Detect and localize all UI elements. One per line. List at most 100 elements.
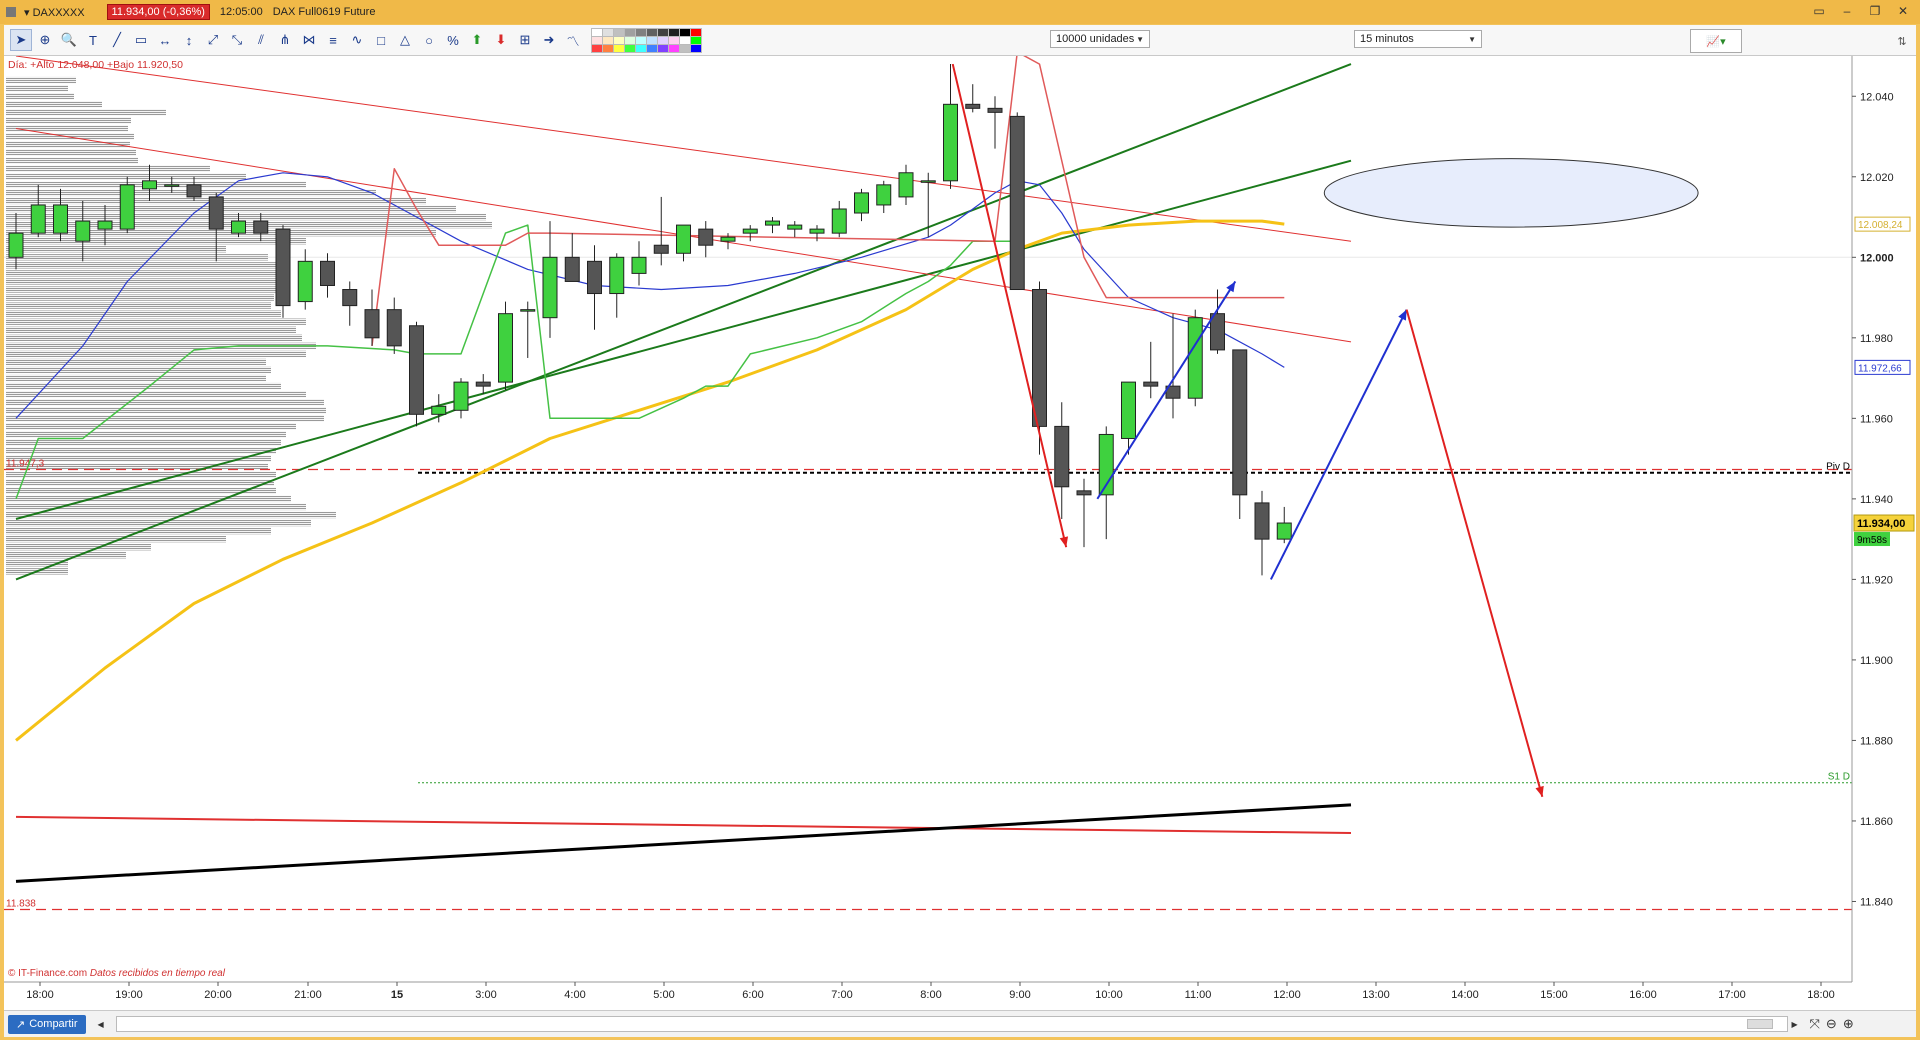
price-chart[interactable]: 11.947,3 11.838 Piv D S1 D 12.040 12.020 12.00… xyxy=(4,56,1916,1010)
palette-swatch[interactable] xyxy=(602,43,614,53)
volume-profile-bar xyxy=(6,552,126,559)
palette-swatch[interactable] xyxy=(646,35,658,45)
arrow-head xyxy=(1059,536,1069,548)
restore-icon[interactable]: ❐ xyxy=(1869,4,1881,18)
palette-swatch[interactable] xyxy=(624,27,636,37)
fan-icon[interactable]: ⋔ xyxy=(279,32,291,47)
sma-blue-line xyxy=(15,172,1285,419)
palette-swatch[interactable] xyxy=(657,27,669,37)
palette-swatch[interactable] xyxy=(690,35,702,45)
grid-icon[interactable]: ⊞ xyxy=(519,32,531,47)
candle-body xyxy=(431,405,447,415)
ellipse-icon[interactable]: ○ xyxy=(425,32,433,48)
scroll-left-icon[interactable]: ◀ xyxy=(97,1019,104,1029)
vline-icon[interactable]: ↕ xyxy=(185,32,193,48)
text-icon[interactable]: T xyxy=(89,32,97,48)
candle xyxy=(965,84,981,113)
chart-indicator-icon: 📈▾ xyxy=(1706,35,1726,48)
scroll-right-icon[interactable]: ▶ xyxy=(1791,1019,1798,1029)
palette-swatch[interactable] xyxy=(679,27,691,37)
x-tick-label: 7:00 xyxy=(831,989,852,1001)
volume-profile-bar xyxy=(6,479,274,486)
palette-swatch[interactable] xyxy=(668,27,680,37)
ruler-icon[interactable]: ▭ xyxy=(134,32,148,47)
close-icon[interactable]: ✕ xyxy=(1897,4,1909,18)
color-palette[interactable] xyxy=(591,27,702,53)
candle xyxy=(1009,112,1025,291)
palette-swatch[interactable] xyxy=(646,27,658,37)
candle xyxy=(1032,281,1047,455)
trend-icon[interactable]: ⤢ xyxy=(207,32,219,47)
y-tick-label: 11.880 xyxy=(1860,735,1893,747)
palette-swatch[interactable] xyxy=(602,35,614,45)
symbol-dropdown[interactable]: ▾ DAXXXXX xyxy=(24,6,85,19)
volume-profile-bar xyxy=(6,495,291,503)
zoom-icon[interactable]: 🔍 xyxy=(60,32,78,47)
palette-swatch[interactable] xyxy=(591,35,603,45)
palette-swatch[interactable] xyxy=(657,35,669,45)
minimize-icon[interactable]: – xyxy=(1843,4,1851,18)
palette-swatch[interactable] xyxy=(679,35,691,45)
cursor-icon[interactable]: ➤ xyxy=(10,29,32,51)
horizontal-scrollbar[interactable] xyxy=(115,1016,1788,1032)
settings-icon[interactable]: ⇅ xyxy=(1897,35,1907,48)
share-button[interactable]: ↗ Compartir xyxy=(8,1014,86,1034)
palette-swatch[interactable] xyxy=(679,43,691,53)
line-icon[interactable]: ╱ xyxy=(113,32,121,47)
palette-swatch[interactable] xyxy=(591,27,603,37)
candle xyxy=(920,172,936,238)
cycles-icon[interactable]: ∿ xyxy=(351,32,363,47)
palette-swatch[interactable] xyxy=(657,43,669,53)
candle-body xyxy=(231,220,246,234)
palette-swatch[interactable] xyxy=(646,43,658,53)
zoom-out-icon[interactable]: ⊖ xyxy=(1825,1016,1837,1031)
arrow-right-icon[interactable]: ➜ xyxy=(543,32,555,47)
bottom-bar: ↗ Compartir ◀ ▶ ⤧ ⊖ ⊕ xyxy=(4,1010,1916,1037)
candle xyxy=(520,301,536,358)
palette-swatch[interactable] xyxy=(624,35,636,45)
palette-swatch[interactable] xyxy=(635,43,647,53)
palette-swatch[interactable] xyxy=(668,35,680,45)
palette-swatch[interactable] xyxy=(635,27,647,37)
channel-icon[interactable]: ⫽ xyxy=(258,32,264,47)
palette-swatch[interactable] xyxy=(668,43,680,53)
buy-arrow-icon[interactable]: ⬆ xyxy=(471,32,483,47)
scroll-thumb[interactable] xyxy=(1746,1019,1773,1029)
palette-swatch[interactable] xyxy=(591,43,603,53)
volume-profile-bar xyxy=(6,423,296,430)
palette-swatch[interactable] xyxy=(602,27,614,37)
maximize-icon[interactable]: ▭ xyxy=(1813,4,1825,18)
indicator-icon[interactable]: 〽 xyxy=(566,33,580,49)
volume-profile-bar xyxy=(6,535,226,543)
palette-swatch[interactable] xyxy=(613,43,625,53)
hline-icon[interactable]: ↔ xyxy=(158,32,172,48)
palette-swatch[interactable] xyxy=(635,35,647,45)
palette-swatch[interactable] xyxy=(613,35,625,45)
palette-swatch[interactable] xyxy=(624,43,636,53)
candle xyxy=(831,200,847,238)
rectangle-icon[interactable]: □ xyxy=(377,32,385,48)
units-select[interactable]: 10000 unidades ▼ xyxy=(1050,30,1150,48)
ray-icon[interactable]: ⤡ xyxy=(231,32,243,47)
candle xyxy=(742,225,758,242)
timeframe-select[interactable]: 15 minutos ▼ xyxy=(1354,30,1482,48)
triangle-icon[interactable]: △ xyxy=(400,32,410,47)
pitchfork-icon[interactable]: ⋈ xyxy=(302,32,316,47)
volume-profile-bar xyxy=(6,487,276,495)
chart-area[interactable]: 11.947,3 11.838 Piv D S1 D 12.040 12.020 12.00… xyxy=(4,56,1916,1010)
crosshair-icon[interactable]: ⊕ xyxy=(39,32,51,47)
fibonacci-icon[interactable]: ≡ xyxy=(329,32,337,48)
arrow-head xyxy=(1535,785,1544,797)
volume-profile-bar xyxy=(6,246,226,253)
sell-arrow-icon[interactable]: ⬇ xyxy=(495,32,507,47)
palette-swatch[interactable] xyxy=(690,43,702,53)
candle xyxy=(53,188,68,242)
percent-icon[interactable]: % xyxy=(447,32,459,48)
zoom-fit-icon[interactable]: ⤧ xyxy=(1809,1016,1820,1031)
x-tick-label: 3:00 xyxy=(475,989,496,1001)
candle-body xyxy=(609,256,625,295)
zoom-in-icon[interactable]: ⊕ xyxy=(1842,1016,1854,1031)
palette-swatch[interactable] xyxy=(613,27,625,37)
indicators-button[interactable]: 📈▾ xyxy=(1690,29,1742,53)
palette-swatch[interactable] xyxy=(690,27,702,37)
